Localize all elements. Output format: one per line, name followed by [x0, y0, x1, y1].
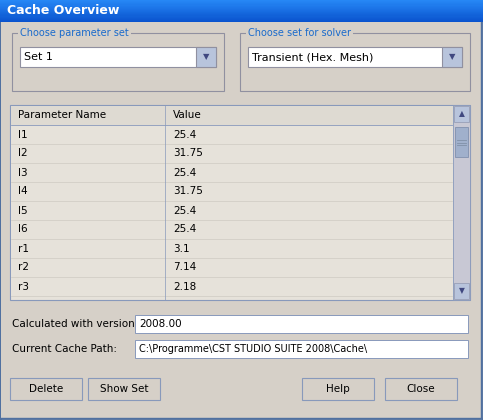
Bar — [0, 10, 483, 11]
Bar — [0, 3, 483, 5]
Bar — [302, 378, 374, 400]
Text: Calculated with version:: Calculated with version: — [12, 319, 138, 329]
Text: 7.14: 7.14 — [173, 262, 196, 273]
Bar — [20, 47, 216, 67]
Bar — [0, 8, 483, 9]
Text: Set 1: Set 1 — [24, 52, 53, 62]
Bar — [454, 283, 469, 299]
Bar — [10, 105, 470, 300]
Text: 31.75: 31.75 — [173, 186, 203, 197]
Text: ▼: ▼ — [203, 52, 209, 61]
Bar — [135, 315, 468, 333]
Text: ▼: ▼ — [449, 52, 455, 61]
Text: r3: r3 — [18, 281, 29, 291]
Text: l1: l1 — [18, 129, 28, 139]
Bar — [0, 2, 483, 4]
Bar — [0, 0, 483, 2]
Text: r1: r1 — [18, 244, 29, 254]
Bar — [0, 20, 483, 21]
Bar — [135, 340, 468, 358]
Bar — [11, 106, 453, 125]
Text: ▼: ▼ — [458, 286, 465, 296]
Bar — [0, 5, 483, 7]
Bar — [455, 127, 468, 157]
Text: 31.75: 31.75 — [173, 149, 203, 158]
Bar — [0, 1, 483, 3]
Text: ▲: ▲ — [458, 110, 465, 118]
Text: l5: l5 — [18, 205, 28, 215]
Text: 25.4: 25.4 — [173, 225, 196, 234]
Text: Help: Help — [326, 384, 350, 394]
Bar — [11, 201, 452, 220]
Text: l4: l4 — [18, 186, 28, 197]
Bar — [11, 182, 452, 201]
Text: Delete: Delete — [29, 384, 63, 394]
Text: r2: r2 — [18, 262, 29, 273]
Bar — [11, 125, 452, 144]
Text: Show Set: Show Set — [100, 384, 148, 394]
Text: l3: l3 — [18, 168, 28, 178]
Text: Current Cache Path:: Current Cache Path: — [12, 344, 117, 354]
Bar — [11, 144, 452, 163]
Bar — [0, 4, 483, 6]
Text: 3.1: 3.1 — [173, 244, 190, 254]
Bar — [12, 33, 224, 91]
Bar — [240, 33, 470, 91]
Text: 25.4: 25.4 — [173, 129, 196, 139]
Bar — [196, 47, 216, 67]
Bar — [0, 7, 483, 8]
Bar — [11, 239, 452, 258]
Text: l6: l6 — [18, 225, 28, 234]
Text: Choose parameter set: Choose parameter set — [20, 28, 129, 38]
Bar — [0, 14, 483, 16]
Text: Transient (Hex. Mesh): Transient (Hex. Mesh) — [252, 52, 373, 62]
Bar — [11, 258, 452, 277]
Bar — [248, 47, 462, 67]
Bar — [0, 12, 483, 14]
Text: Parameter Name: Parameter Name — [18, 110, 106, 120]
Bar — [0, 16, 483, 17]
Bar — [0, 18, 483, 19]
Text: Value: Value — [173, 110, 202, 120]
Bar — [385, 378, 457, 400]
Bar — [0, 11, 483, 13]
Text: 25.4: 25.4 — [173, 205, 196, 215]
Text: Close: Close — [407, 384, 435, 394]
Bar — [0, 16, 483, 18]
Bar — [442, 47, 462, 67]
Text: C:\Programme\CST STUDIO SUITE 2008\Cache\: C:\Programme\CST STUDIO SUITE 2008\Cache… — [139, 344, 367, 354]
Bar — [0, 21, 483, 23]
Bar — [11, 277, 452, 296]
Bar — [0, 9, 483, 10]
Text: 25.4: 25.4 — [173, 168, 196, 178]
Bar — [0, 13, 483, 15]
Bar — [454, 106, 469, 122]
Text: Cache Overview: Cache Overview — [7, 5, 119, 18]
Text: 2008.00: 2008.00 — [139, 319, 182, 329]
Text: l2: l2 — [18, 149, 28, 158]
Bar — [0, 19, 483, 20]
Bar — [11, 220, 452, 239]
Bar — [453, 105, 470, 300]
Bar — [11, 163, 452, 182]
Bar — [10, 378, 82, 400]
Text: 2.18: 2.18 — [173, 281, 196, 291]
Text: Choose set for solver: Choose set for solver — [248, 28, 351, 38]
Bar — [88, 378, 160, 400]
